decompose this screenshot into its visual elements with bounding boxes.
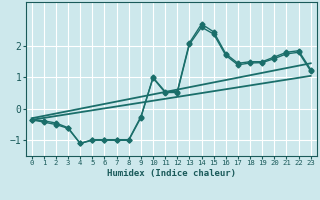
X-axis label: Humidex (Indice chaleur): Humidex (Indice chaleur) — [107, 169, 236, 178]
